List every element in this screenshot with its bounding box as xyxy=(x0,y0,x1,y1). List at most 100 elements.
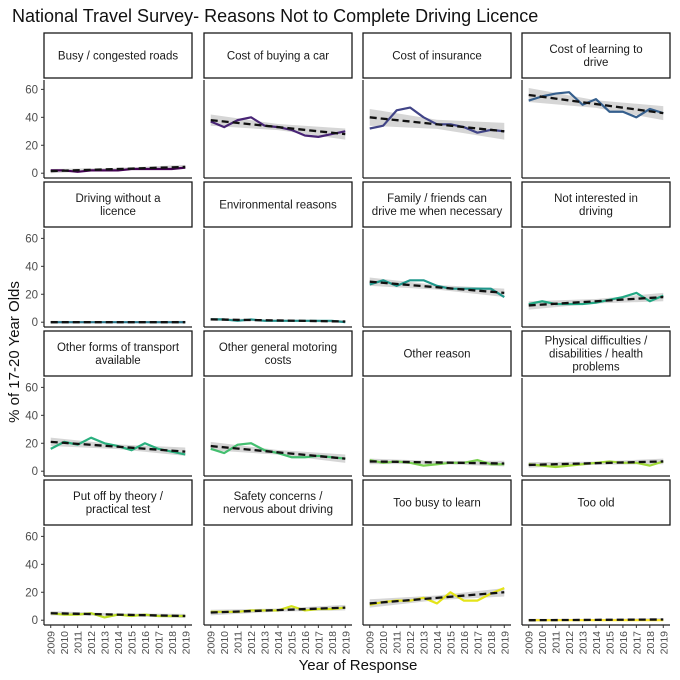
facet-strip xyxy=(43,32,193,79)
facet-strip xyxy=(521,32,671,79)
x-tick-label: 2010 xyxy=(537,631,549,655)
x-tick-label: 2013 xyxy=(419,631,431,655)
chart-title: National Travel Survey- Reasons Not to C… xyxy=(12,6,538,26)
x-tick-label: 2009 xyxy=(206,631,218,655)
y-tick-label: 0 xyxy=(32,466,38,478)
trend-line xyxy=(528,295,664,307)
facet-panels: Busy / congested roads 0 20 40 60 Cost of buy… xyxy=(25,32,671,655)
series-line xyxy=(528,91,664,119)
y-tick-label: 60 xyxy=(25,531,38,543)
x-tick-label: 2011 xyxy=(551,631,563,654)
x-tick-label: 2019 xyxy=(658,631,670,655)
trend-line xyxy=(50,612,186,618)
y-tick-label: 40 xyxy=(25,559,38,571)
facet-panel: Cost of buying a car xyxy=(203,32,353,179)
x-tick-label: 2016 xyxy=(459,631,471,655)
y-tick-label: 60 xyxy=(25,233,38,245)
x-tick-label: 2016 xyxy=(140,631,152,655)
x-tick-label: 2017 xyxy=(153,631,165,655)
facet-strip-label: costs xyxy=(265,355,292,367)
facet-strip-label: available xyxy=(95,355,140,367)
facet-strip xyxy=(203,479,353,526)
facet-strip-label: Other reason xyxy=(403,349,470,361)
y-tick-label: 20 xyxy=(25,289,38,301)
x-tick-label: 2012 xyxy=(246,631,258,655)
facet-strip-label: driving xyxy=(579,206,613,218)
x-tick-label: 2013 xyxy=(260,631,272,655)
x-tick-label: 2013 xyxy=(100,631,112,655)
x-tick-label: 2009 xyxy=(365,631,377,655)
x-tick-label: 2018 xyxy=(486,631,498,655)
trend-line xyxy=(210,444,346,460)
facet-strip-label: licence xyxy=(100,206,136,218)
x-tick-label: 2015 xyxy=(286,631,298,655)
trend-line xyxy=(369,116,505,133)
x-tick-label: 2010 xyxy=(219,631,231,655)
facet-strip xyxy=(43,181,193,228)
x-tick-label: 2014 xyxy=(591,631,603,655)
y-tick-label: 40 xyxy=(25,261,38,273)
facet-strip xyxy=(362,330,512,377)
y-tick-label: 20 xyxy=(25,140,38,152)
trend-line xyxy=(210,118,346,136)
x-tick-label: 2012 xyxy=(405,631,417,655)
y-tick-label: 20 xyxy=(25,438,38,450)
x-tick-label: 2019 xyxy=(499,631,511,655)
facet-strip-label: Physical difficulties / xyxy=(545,336,648,348)
x-tick-label: 2014 xyxy=(432,631,444,655)
facet-strip xyxy=(203,181,353,228)
x-tick-label: 2012 xyxy=(86,631,98,655)
trend-line xyxy=(369,280,505,295)
x-tick-label: 2009 xyxy=(524,631,536,655)
trend-line xyxy=(528,460,664,467)
y-tick-label: 0 xyxy=(32,168,38,180)
x-tick-label: 2011 xyxy=(233,631,245,654)
x-tick-label: 2011 xyxy=(392,631,404,654)
facet-strip-label: Driving without a xyxy=(75,193,161,205)
facet-strip xyxy=(203,330,353,377)
facet-panel: Physical difficulties /disabilities / he… xyxy=(521,330,671,477)
x-tick-label: 2017 xyxy=(631,631,643,655)
x-tick-label: 2011 xyxy=(73,631,85,654)
trend-line xyxy=(50,440,186,453)
facet-panel: Environmental reasons xyxy=(203,181,353,328)
facet-panel: Cost of insurance xyxy=(362,32,512,179)
trend-line xyxy=(369,591,505,605)
x-tick-label: 2019 xyxy=(340,631,352,655)
x-tick-label: 2017 xyxy=(472,631,484,655)
x-tick-label: 2018 xyxy=(645,631,657,655)
trend-line xyxy=(369,460,505,465)
trend-line xyxy=(528,618,664,622)
x-tick-label: 2019 xyxy=(180,631,192,655)
facet-panel: Other reason xyxy=(362,330,512,477)
x-tick-label: 2015 xyxy=(126,631,138,655)
facet-strip xyxy=(43,479,193,526)
facet-panel: Busy / congested roads 0 20 40 60 xyxy=(25,32,193,180)
x-tick-label: 2018 xyxy=(327,631,339,655)
facet-strip-label: drive xyxy=(584,57,609,69)
facet-strip-label: Family / friends can xyxy=(387,193,487,205)
y-tick-label: 20 xyxy=(25,587,38,599)
facet-strip-label: Other general motoring xyxy=(219,342,337,354)
facet-strip-label: drive me when necessary xyxy=(372,206,503,218)
facet-strip-label: disabilities / health xyxy=(549,349,643,361)
x-tick-label: 2010 xyxy=(59,631,71,655)
x-tick-label: 2018 xyxy=(167,631,179,655)
facet-strip-label: Cost of learning to xyxy=(549,44,642,56)
trend-line xyxy=(528,93,664,115)
x-tick-label: 2013 xyxy=(578,631,590,655)
facet-panel: Put off by theory /practical test 0 20 40 60… xyxy=(25,479,193,655)
x-tick-label: 2014 xyxy=(113,631,125,655)
x-tick-label: 2012 xyxy=(564,631,576,655)
x-tick-label: 2010 xyxy=(378,631,390,655)
facet-strip xyxy=(203,32,353,79)
facet-strip xyxy=(521,330,671,377)
